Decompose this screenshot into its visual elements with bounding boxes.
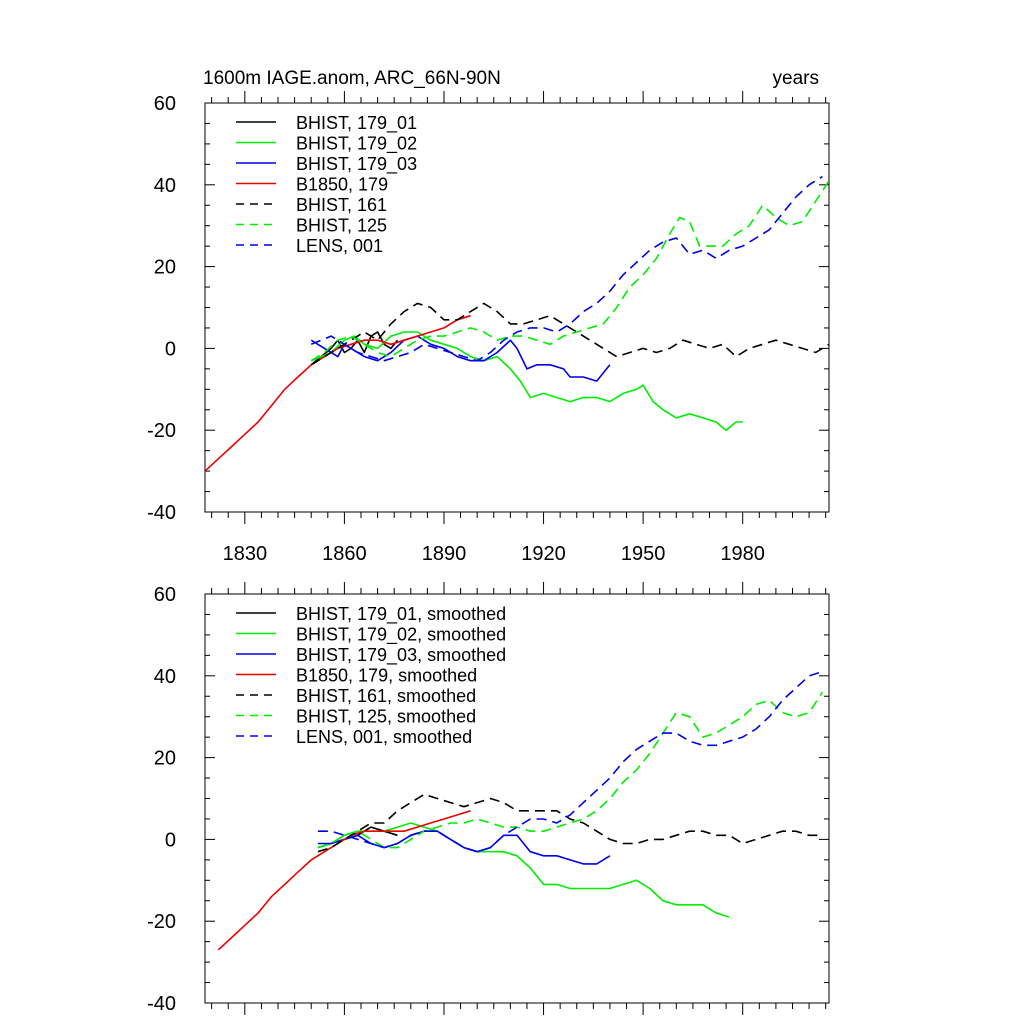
bottom-y-tick-label: 60 xyxy=(154,584,176,606)
top-y-tick-label: -40 xyxy=(147,502,176,524)
top-series-line-5 xyxy=(310,180,829,362)
top-x-tick-label: 1860 xyxy=(322,543,367,565)
top-x-tick-label: 1920 xyxy=(521,543,566,565)
bottom-legend-label: BHIST, 179_03, smoothed xyxy=(296,645,506,666)
top-series-line-4 xyxy=(310,302,829,366)
top-y-tick-label: -20 xyxy=(147,420,176,442)
bottom-legend-label: LENS, 001, smoothed xyxy=(296,727,472,747)
bottom-y-tick-label: 0 xyxy=(165,829,176,851)
bottom-legend-label: BHIST, 125, smoothed xyxy=(296,707,476,727)
top-legend-label: BHIST, 179_01 xyxy=(296,113,417,134)
top-legend-label: BHIST, 179_02 xyxy=(296,134,417,155)
bottom-y-tick-label: -40 xyxy=(147,993,176,1015)
top-legend-label: BHIST, 125 xyxy=(296,216,387,236)
top-y-tick-label: 20 xyxy=(154,257,176,279)
top-legend-label: B1850, 179 xyxy=(296,175,388,195)
bottom-y-tick-label: 20 xyxy=(154,748,176,770)
bottom-series-line-3 xyxy=(217,810,471,951)
top-series-line-3 xyxy=(205,314,471,472)
figure-units-label: years xyxy=(773,68,819,89)
top-y-tick-label: 40 xyxy=(154,175,176,197)
top-legend-label: LENS, 001 xyxy=(296,236,383,256)
top-legend-label: BHIST, 179_03 xyxy=(296,154,417,175)
bottom-series-line-5 xyxy=(317,691,824,849)
top-panel: 1830 1860 1890 1920 1950 1980 -40 -20 0 20 40 60 BHI… xyxy=(147,91,830,565)
top-legend-label: BHIST, 161 xyxy=(296,195,387,215)
top-y-tick-label: 0 xyxy=(165,338,176,360)
top-series-line-6 xyxy=(310,175,823,362)
top-y-tick-label: 60 xyxy=(154,93,176,115)
bottom-y-tick-label: 40 xyxy=(154,666,176,688)
bottom-y-tick-label: -20 xyxy=(147,911,176,933)
figure-title: 1600m IAGE.anom, ARC_66N-90N xyxy=(203,68,501,89)
bottom-legend-label: B1850, 179, smoothed xyxy=(296,666,477,686)
top-x-tick-label: 1980 xyxy=(720,543,765,565)
bottom-legend-label: BHIST, 179_01, smoothed xyxy=(296,604,506,625)
top-series-line-2 xyxy=(310,335,611,382)
bottom-series-line-4 xyxy=(317,793,823,853)
bottom-legend-label: BHIST, 179_02, smoothed xyxy=(296,625,506,646)
bottom-series-line-1 xyxy=(317,822,730,918)
top-x-tick-label: 1830 xyxy=(223,543,268,565)
bottom-legend-label: BHIST, 161, smoothed xyxy=(296,686,476,706)
bottom-series-group xyxy=(217,670,824,951)
top-series-group xyxy=(205,175,829,472)
bottom-series-line-6 xyxy=(317,670,823,853)
top-x-tick-label: 1950 xyxy=(621,543,666,565)
bottom-series-line-2 xyxy=(317,830,611,865)
top-x-tick-label: 1890 xyxy=(422,543,467,565)
top-series-line-1 xyxy=(310,331,743,432)
